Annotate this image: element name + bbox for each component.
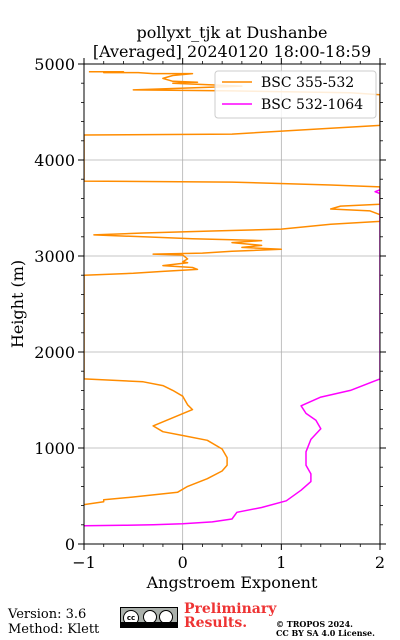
- plot-frame: [83, 63, 381, 545]
- x-tick-label: 2: [375, 553, 385, 572]
- method-label: Method: Klett: [8, 622, 100, 637]
- x-tick-label: 0: [178, 553, 188, 572]
- legend-box: [214, 70, 377, 119]
- y-tick-label: 3000: [34, 247, 75, 266]
- legend-label-bsc-355-532: BSC 355-532: [261, 75, 354, 91]
- copyright-line1: © TROPOS 2024.: [276, 619, 353, 629]
- chart-title-line1: pollyxt_tjk at Dushanbe: [136, 23, 327, 42]
- version-label: Version: 3.6: [8, 607, 87, 622]
- y-tick-label: 4000: [34, 151, 75, 170]
- x-axis-label: Angstroem Exponent: [146, 573, 318, 592]
- copyright-line2: CC BY SA 4.0 License.: [276, 628, 375, 638]
- legend-label-bsc-532-1064: BSC 532-1064: [261, 97, 363, 113]
- height-profile-chart: pollyxt_tjk at Dushanbe [Averaged] 20240…: [8, 23, 386, 592]
- y-tick-label: 5000: [34, 55, 75, 74]
- preliminary-line1: Preliminary: [184, 601, 277, 617]
- y-axis-label: Height (m): [8, 260, 27, 348]
- badge-strip: [121, 622, 177, 627]
- grid-lines: [84, 64, 380, 544]
- cc-by-sa-badge-icon: cc: [120, 607, 178, 628]
- preliminary-results-notice: Preliminary Results.: [184, 602, 276, 630]
- series-line-bsc-355-532: [84, 70, 380, 506]
- legend: BSC 355-532 BSC 532-1064: [214, 70, 377, 119]
- x-tick-label: −1: [72, 553, 96, 572]
- preliminary-line2: Results.: [184, 615, 248, 631]
- copyright-notice: © TROPOS 2024. CC BY SA 4.0 License.: [276, 620, 375, 638]
- y-tick-label: 0: [65, 535, 75, 554]
- y-tick-label: 2000: [34, 343, 75, 362]
- y-tick-label: 1000: [34, 439, 75, 458]
- chart-title-line2: [Averaged] 20240120 18:00-18:59: [93, 42, 371, 61]
- series-layer: [84, 70, 380, 527]
- x-tick-label: 1: [276, 553, 286, 572]
- series-line-bsc-532-1064: [84, 189, 380, 527]
